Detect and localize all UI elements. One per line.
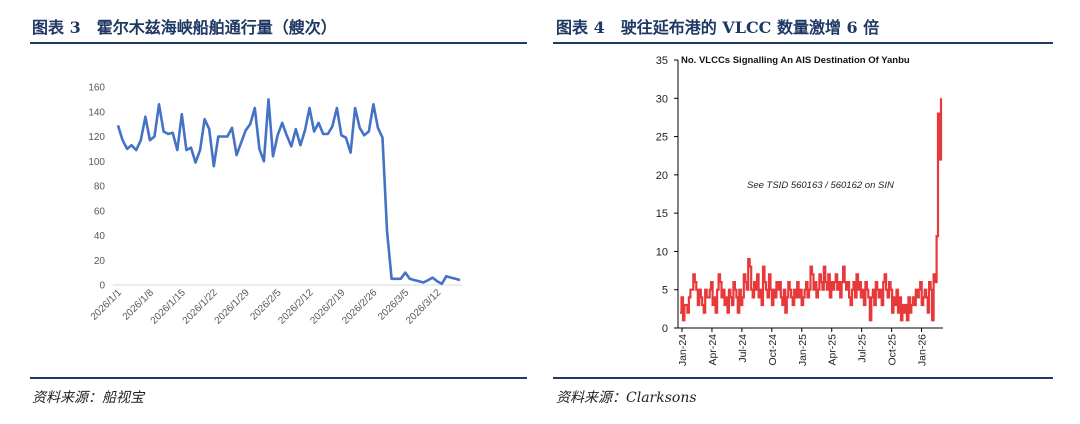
figure-4-source: 资料来源：Clarksons: [556, 390, 697, 406]
figure-4-title: 图表 4 驶往延布港的 VLCC 数量激增 6 倍: [556, 18, 880, 37]
x-tick-label: Apr-24: [707, 334, 719, 366]
y-tick-label: 20: [94, 256, 106, 267]
figure-3-title: 图表 3 霍尔木兹海峡船舶通行量（艘次）: [32, 18, 337, 37]
hormuz-traffic-chart: 0204060801001201401602026/1/12026/1/8202…: [88, 83, 462, 327]
y-tick-label: 140: [88, 107, 105, 118]
y-tick-label: 35: [656, 55, 668, 67]
y-tick-label: 80: [94, 182, 106, 193]
traffic-series-line: [116, 98, 461, 286]
y-tick-label: 15: [656, 208, 668, 220]
x-tick-label: 2026/2/26: [340, 287, 380, 327]
y-tick-label: 0: [99, 281, 105, 292]
x-tick-label: Jan-26: [917, 334, 929, 366]
x-tick-label: Jul-25: [857, 334, 869, 363]
x-tick-label: Apr-25: [827, 334, 839, 366]
y-tick-label: 120: [88, 132, 105, 143]
figure-3-bottom-rule: [30, 377, 527, 379]
y-tick-label: 10: [656, 246, 668, 258]
figure-3-panel: 图表 3 霍尔木兹海峡船舶通行量（艘次） 0 20 40 60 80 100 120 140 1…: [0, 0, 530, 424]
figure-4-panel: 图表 4 驶往延布港的 VLCC 数量激增 6 倍 0 5 10 15 20 25 30 35…: [553, 0, 1080, 424]
vlcc-series-line: [680, 98, 943, 322]
x-tick-label: Oct-25: [887, 334, 899, 366]
y-tick-label: 160: [88, 83, 105, 94]
x-tick-label: 2026/3/12: [404, 287, 444, 327]
figure-4-bottom-rule: [553, 377, 1053, 379]
y-tick-label: 60: [94, 206, 106, 217]
x-tick-label: Jan-24: [677, 334, 689, 366]
x-tick-label: Jul-24: [737, 334, 749, 363]
x-tick-label: Jan-25: [797, 334, 809, 366]
chart-title: No. VLCCs Signalling An AIS Destination …: [681, 55, 910, 66]
yanbu-vlcc-chart: 0 5 10 15 20 25 30 35 Jan-24 Apr-24 Jul-24 Oct-24 Ja…: [656, 55, 943, 366]
chart-annotation: See TSID 560163 / 560162 on SIN: [747, 180, 894, 191]
x-tick-label: 2026/1/29: [213, 287, 253, 327]
y-tick-label: 30: [656, 93, 668, 105]
figure-4-top-rule: [553, 42, 1053, 44]
figure-3-source: 资料来源：船视宝: [32, 390, 144, 406]
y-tick-label: 20: [656, 170, 668, 182]
y-tick-label: 0: [662, 323, 668, 335]
y-tick-label: 100: [88, 157, 105, 168]
y-tick-label: 25: [656, 132, 668, 144]
y-tick-label: 40: [94, 231, 106, 242]
x-tick-label: Oct-24: [767, 334, 779, 366]
y-tick-label: 5: [662, 285, 668, 297]
figure-3-top-rule: [30, 42, 527, 44]
x-tick-label: 2026/1/1: [89, 287, 125, 323]
